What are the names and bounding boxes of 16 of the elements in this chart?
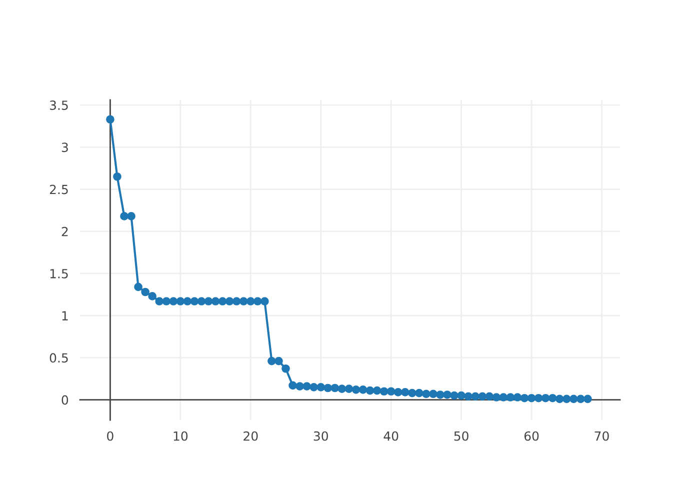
y-tick-label: 2 [62, 226, 68, 236]
x-tick-label: 0 [107, 431, 114, 441]
x-tick-label: 30 [314, 431, 328, 441]
x-tick-label: 70 [594, 431, 609, 441]
x-tick-label: 40 [384, 431, 398, 441]
x-tick-label: 60 [524, 431, 539, 441]
y-tick-label: 2.5 [50, 184, 68, 194]
x-tick-label: 10 [174, 431, 188, 441]
y-tick-label: 3 [62, 142, 68, 152]
x-tick-label: 50 [454, 431, 468, 441]
y-tick-label: 1 [62, 311, 68, 320]
y-tick-label: 0.5 [50, 353, 68, 363]
x-tick-label: 20 [244, 431, 258, 441]
y-tick-label: 3.5 [50, 100, 68, 110]
y-tick-label: 1.5 [50, 269, 68, 278]
y-tick-label: 0 [62, 395, 68, 405]
